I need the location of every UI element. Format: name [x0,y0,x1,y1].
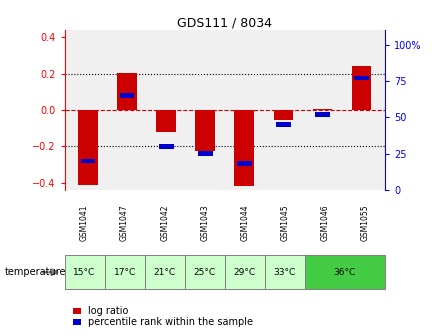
Bar [274,110,293,120]
Bar [235,110,254,186]
Bar [265,255,305,289]
Text: temperature: temperature [4,267,66,277]
Bar [198,151,213,156]
Text: 36°C: 36°C [334,268,356,277]
Text: GSM1044: GSM1044 [240,204,249,241]
Text: GSM1045: GSM1045 [280,204,289,241]
Title: GDS111 / 8034: GDS111 / 8034 [177,16,272,29]
Text: GSM1041: GSM1041 [80,204,89,241]
Text: GSM1043: GSM1043 [200,204,209,241]
Text: GSM1047: GSM1047 [120,204,129,241]
Bar [120,93,134,98]
Bar [352,66,371,110]
Text: 29°C: 29°C [234,268,256,277]
Text: GSM1055: GSM1055 [360,204,369,241]
Bar [65,255,105,289]
Text: log ratio: log ratio [88,306,129,316]
Bar [117,73,137,110]
Bar [354,76,369,80]
Bar [225,255,265,289]
Bar [73,308,81,314]
Bar [305,255,385,289]
Bar [105,255,145,289]
Bar [81,159,95,163]
Bar [237,162,252,166]
Text: percentile rank within the sample: percentile rank within the sample [88,317,253,327]
Bar [78,110,98,185]
Bar [73,319,81,325]
Text: 21°C: 21°C [154,268,176,277]
Bar [159,144,174,149]
Text: 15°C: 15°C [73,268,96,277]
Bar [185,255,225,289]
Text: 25°C: 25°C [194,268,216,277]
Bar [195,110,215,151]
Bar [276,122,291,127]
Bar [145,255,185,289]
Text: GSM1046: GSM1046 [320,204,329,241]
Text: 33°C: 33°C [274,268,296,277]
Text: 17°C: 17°C [113,268,136,277]
Bar [156,110,176,132]
Text: GSM1042: GSM1042 [160,204,169,241]
Bar [315,112,330,117]
